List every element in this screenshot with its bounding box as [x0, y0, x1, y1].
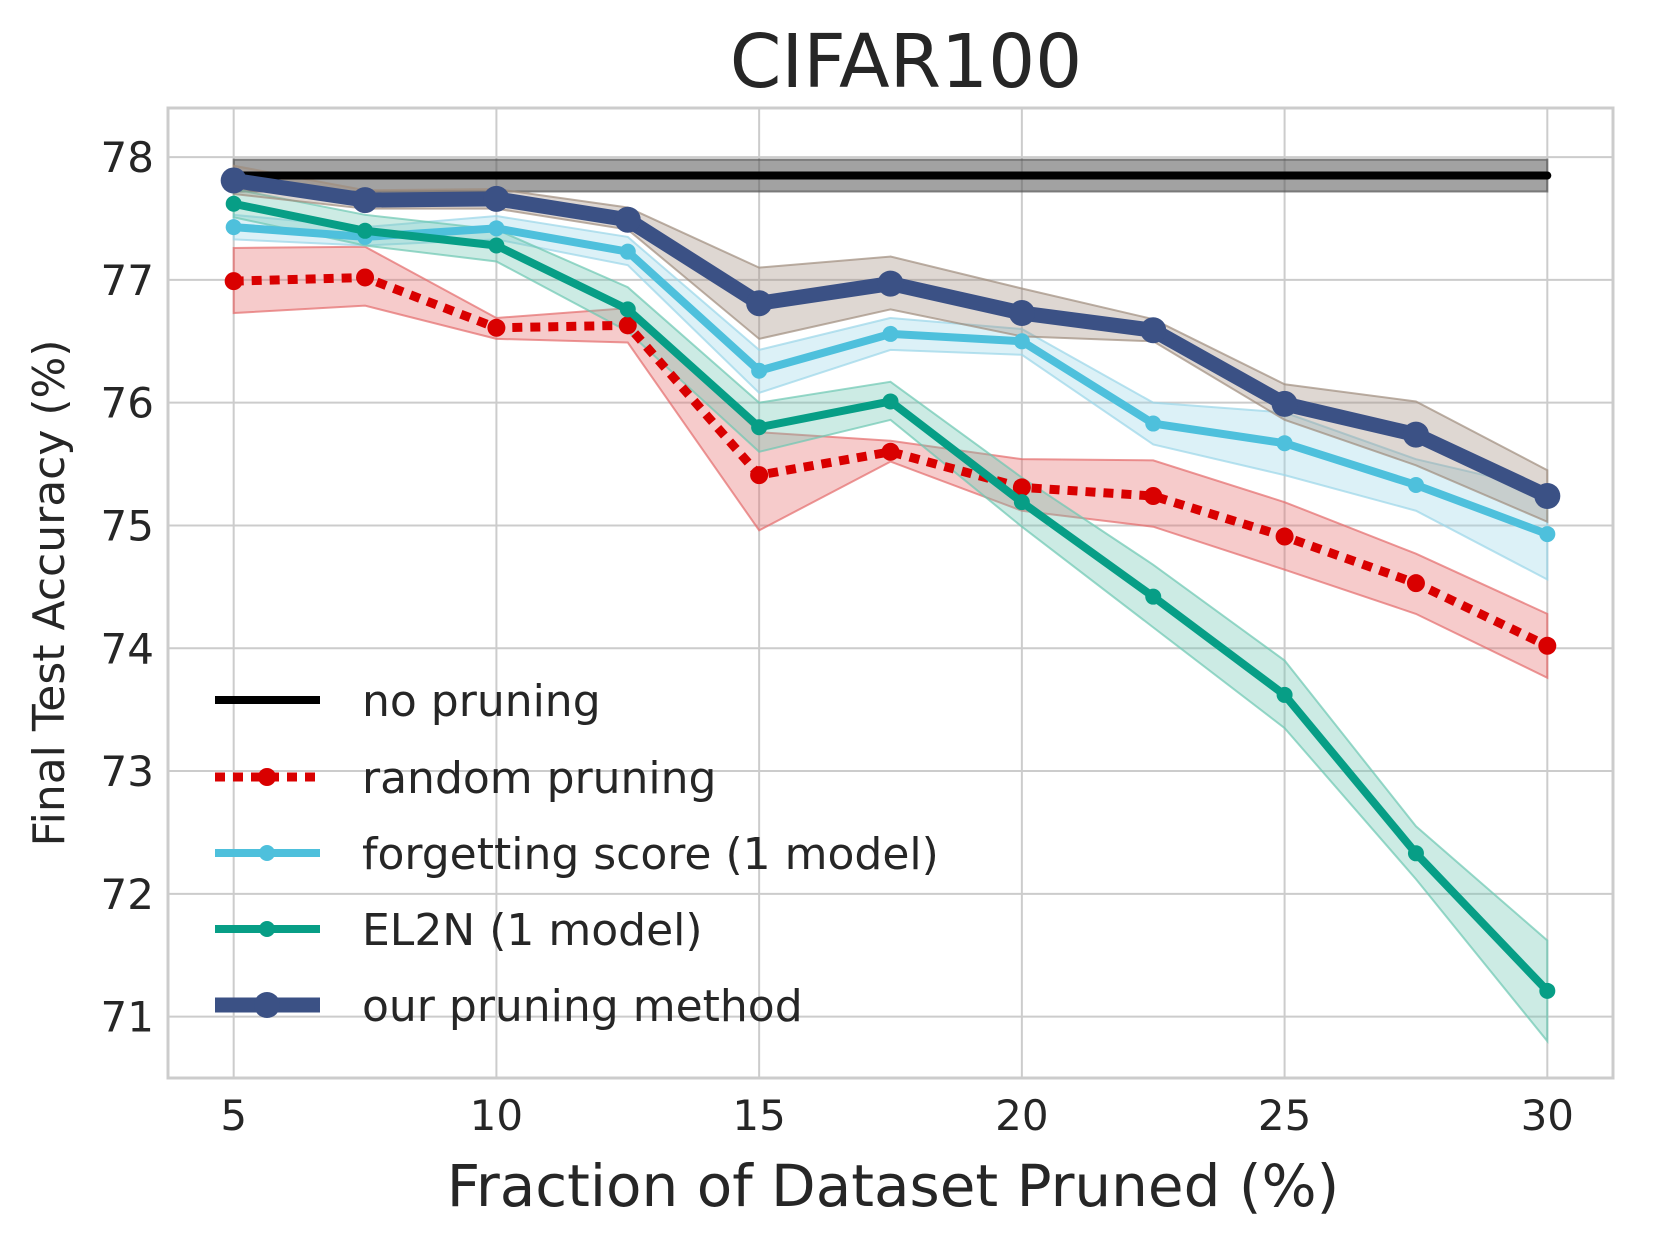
legend-label-our-pruning-method: our pruning method [362, 981, 803, 1032]
y-axis-label: Final Test Accuracy (%) [24, 339, 75, 846]
point-random-pruning [224, 272, 243, 291]
point-our-pruning-method [746, 290, 773, 317]
point-forgetting-score-1-model [751, 362, 768, 379]
legend-entry-no-pruning: no pruning [215, 676, 601, 727]
legend-marker-forgetting-score [259, 845, 275, 861]
point-forgetting-score-1-model [1407, 476, 1424, 493]
point-our-pruning-method [352, 187, 379, 214]
y-tick-label: 78 [101, 133, 154, 182]
point-random-pruning [1144, 487, 1163, 505]
point-random-pruning [487, 318, 506, 337]
legend-label-random-pruning: random pruning [362, 753, 716, 804]
point-random-pruning [356, 268, 375, 287]
point-random-pruning [618, 316, 637, 335]
point-forgetting-score-1-model [1013, 333, 1030, 350]
chart-title: CIFAR100 [730, 19, 1083, 105]
legend-entry-random-pruning: random pruning [215, 753, 716, 804]
x-tick-label: 15 [732, 1091, 785, 1140]
point-el2n-1-model [1539, 982, 1556, 999]
point-random-pruning [750, 466, 769, 485]
point-our-pruning-method [1140, 317, 1167, 344]
band-el2n-1-model [232, 187, 1549, 1044]
point-el2n-1-model [1145, 588, 1162, 605]
point-our-pruning-method [483, 185, 510, 212]
point-forgetting-score-1-model [882, 325, 899, 342]
plot-frame [166, 106, 1615, 1080]
point-our-pruning-method [220, 167, 247, 194]
y-tick-label: 73 [101, 747, 154, 796]
grid [168, 108, 1613, 1078]
legend-entry-our-pruning-method: our pruning method [215, 981, 803, 1032]
point-el2n-1-model [488, 237, 505, 254]
x-tick-label: 30 [1521, 1091, 1574, 1140]
point-el2n-1-model [1407, 845, 1424, 862]
legend-marker-el2n [259, 921, 275, 937]
point-random-pruning [881, 442, 900, 461]
x-tick-label: 20 [995, 1091, 1048, 1140]
series-lines [220, 167, 1561, 999]
point-our-pruning-method [1008, 300, 1035, 327]
y-tick-label: 72 [101, 870, 154, 919]
x-tick-label: 25 [1258, 1091, 1311, 1140]
x-tick-label: 5 [220, 1091, 247, 1140]
y-tick-label: 74 [101, 624, 154, 673]
point-forgetting-score-1-model [225, 219, 242, 236]
point-random-pruning [1538, 636, 1557, 655]
legend-label-forgetting-score: forgetting score (1 model) [362, 829, 939, 880]
point-el2n-1-model [751, 419, 768, 436]
point-el2n-1-model [225, 195, 242, 212]
legend-entry-el2n: EL2N (1 model) [215, 905, 703, 956]
point-our-pruning-method [1271, 390, 1298, 417]
point-forgetting-score-1-model [619, 243, 636, 260]
line-random-pruning [233, 272, 1550, 650]
y-tick-label: 75 [101, 501, 154, 550]
point-random-pruning [1012, 478, 1031, 497]
y-tick-label: 76 [101, 379, 154, 428]
point-forgetting-score-1-model [488, 220, 505, 237]
point-our-pruning-method [877, 270, 904, 297]
legend-marker-random-pruning [258, 768, 276, 786]
band-forgetting-score-1-model [232, 213, 1549, 582]
point-el2n-1-model [1013, 494, 1030, 511]
legend-marker-our-pruning-method [254, 992, 280, 1018]
legend-label-no-pruning: no pruning [362, 676, 601, 727]
point-random-pruning [1406, 574, 1425, 593]
point-el2n-1-model [882, 393, 899, 410]
point-our-pruning-method [1534, 483, 1561, 509]
legend-label-el2n: EL2N (1 model) [362, 905, 703, 956]
y-tick-labels: 71 72 73 74 75 76 77 78 [101, 133, 154, 1041]
point-forgetting-score-1-model [1276, 435, 1293, 452]
point-our-pruning-method [1402, 421, 1429, 448]
point-forgetting-score-1-model [1539, 526, 1556, 543]
point-el2n-1-model [1276, 686, 1293, 703]
x-tick-label: 10 [470, 1091, 523, 1140]
legend-entry-forgetting-score: forgetting score (1 model) [215, 829, 939, 880]
point-el2n-1-model [619, 301, 636, 318]
point-el2n-1-model [357, 222, 374, 239]
point-forgetting-score-1-model [1145, 415, 1162, 432]
x-tick-labels: 5 10 15 20 25 30 [220, 1091, 1574, 1140]
y-tick-label: 77 [101, 256, 154, 305]
x-axis-label: Fraction of Dataset Pruned (%) [447, 1152, 1340, 1220]
legend: no pruning random pruning forgetting sco… [215, 676, 939, 1032]
point-random-pruning [1275, 527, 1294, 546]
point-our-pruning-method [614, 206, 641, 233]
y-tick-label: 71 [101, 993, 154, 1042]
